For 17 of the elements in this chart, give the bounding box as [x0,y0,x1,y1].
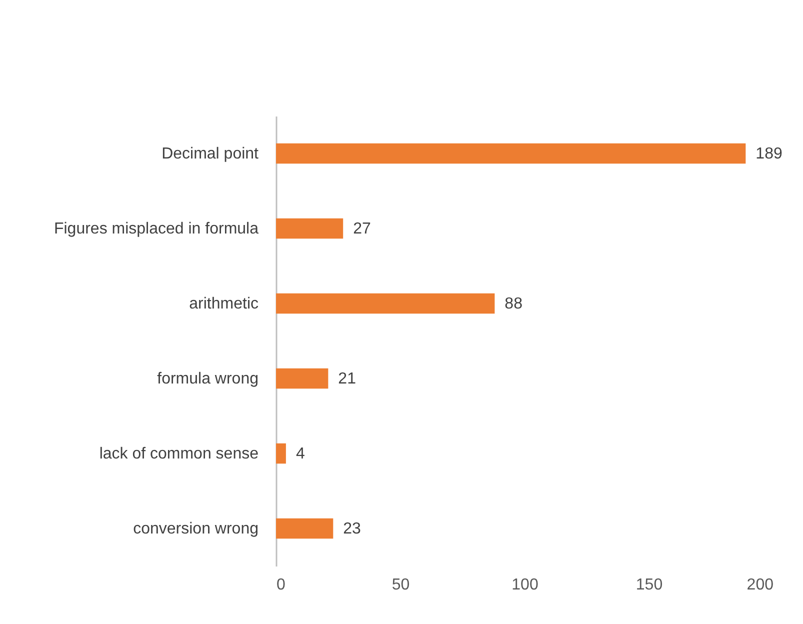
x-tick-label: 100 [512,576,538,594]
x-tick-label: 0 [276,576,286,594]
data-label: 27 [353,220,371,238]
y-tick-label: formula wrong [157,370,258,388]
y-tick-label: arithmetic [189,296,258,312]
data-label: 21 [338,370,356,388]
data-label: 88 [504,296,523,312]
x-tick-label: 150 [636,576,663,594]
y-tick-label: lack of common sense [99,446,259,462]
y-tick-label: Figures misplaced in formula [54,220,259,238]
y-tick-label: conversion wrong [133,520,258,538]
x-tick-label: 50 [392,576,410,594]
y-tick-label: Decimal point [162,146,260,162]
data-label: 4 [296,446,305,462]
data-label: 23 [343,520,362,538]
data-label: 189 [756,146,782,162]
x-tick-label: 200 [746,576,774,594]
